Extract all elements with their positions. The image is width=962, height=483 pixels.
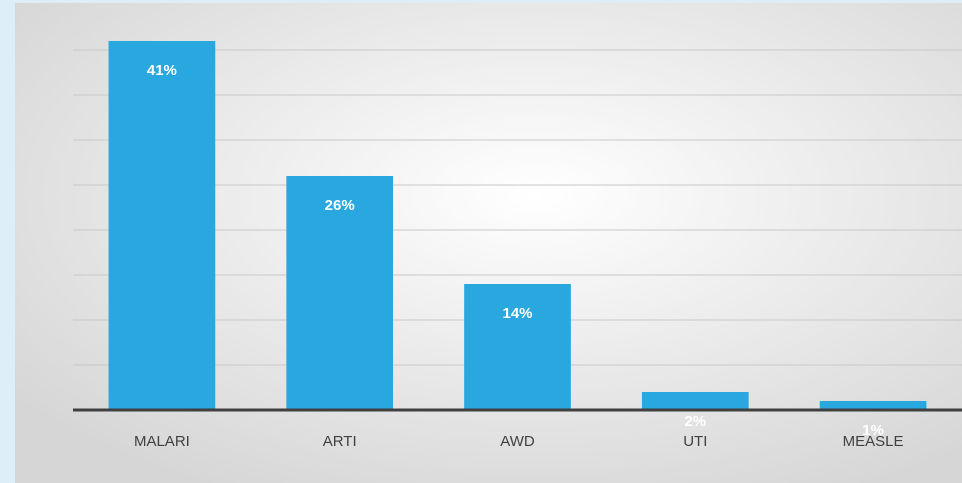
- data-label: 2%: [684, 413, 706, 430]
- x-tick-label: MALARI: [134, 433, 190, 450]
- data-label: 26%: [325, 197, 355, 214]
- x-tick-label: ARTI: [323, 433, 357, 450]
- bar: [108, 41, 216, 410]
- bar: [464, 284, 571, 410]
- x-tick-label: AWD: [500, 433, 535, 450]
- data-label: 14%: [502, 305, 532, 322]
- bar: [286, 176, 394, 410]
- x-tick-label: UTI: [683, 433, 707, 450]
- data-label: 1%: [862, 422, 884, 439]
- bar: [641, 392, 749, 410]
- data-label: 41%: [147, 62, 177, 79]
- bar: [819, 401, 927, 410]
- x-tick-label: MEASLE: [843, 433, 904, 450]
